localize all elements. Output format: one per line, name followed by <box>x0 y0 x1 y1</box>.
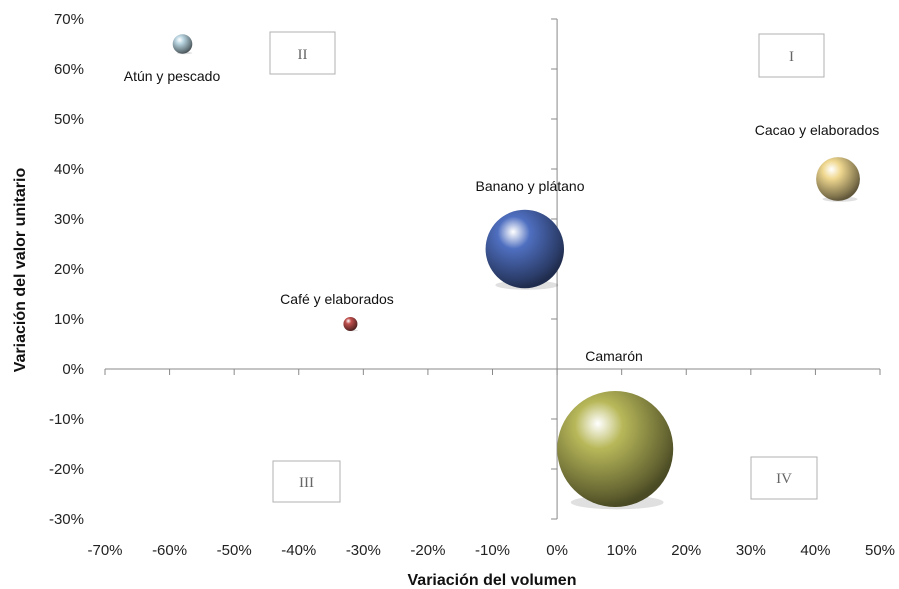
y-tick-label: 0% <box>62 361 84 378</box>
x-tick-label: 40% <box>800 542 830 559</box>
bubble-label: Café y elaborados <box>280 291 394 307</box>
y-tick-label: 70% <box>54 11 84 28</box>
bubble-label: Atún y pescado <box>124 68 221 84</box>
bubble-label: Banano y plátano <box>476 178 585 194</box>
y-tick-label: 20% <box>54 261 84 278</box>
quadrant-label-4: IV <box>776 471 792 487</box>
quadrant-label-3: III <box>299 475 314 491</box>
x-tick-labels: -70% -60% -50% -40% -30% -20% -10% 0% 10% 20% 30% 4… <box>87 542 895 559</box>
y-tick-label: -20% <box>49 461 84 478</box>
bubbles <box>172 34 860 510</box>
bubble <box>172 34 193 54</box>
x-tick-label: -50% <box>217 542 252 559</box>
bubble <box>485 209 565 289</box>
quadrant-labels: I II III IV <box>269 31 825 503</box>
x-tick-label: -40% <box>281 542 316 559</box>
y-tick-labels: 70% 60% 50% 40% 30% 20% 10% 0% -10% -20% -30% <box>49 11 84 528</box>
x-tick-label: -70% <box>87 542 122 559</box>
x-tick-label: -30% <box>346 542 381 559</box>
bubble <box>343 317 358 331</box>
bubble-labels: Atún y pescado Café y elaborados Banano y … <box>124 68 880 364</box>
bubble-label: Camarón <box>585 348 643 364</box>
y-tick-label: -30% <box>49 511 84 528</box>
y-tick-label: 10% <box>54 311 84 328</box>
x-axis-title: Variación del volumen <box>408 572 577 589</box>
quadrant-label-1: I <box>789 49 794 65</box>
quadrant-box-2 <box>269 31 336 75</box>
x-tick-label: 0% <box>546 542 568 559</box>
x-tick-label: -20% <box>410 542 445 559</box>
x-tick-label: 20% <box>671 542 701 559</box>
y-tick-label: 50% <box>54 111 84 128</box>
bubble <box>816 157 860 201</box>
bubble-label: Cacao y elaborados <box>755 122 880 138</box>
y-tick-label: 60% <box>54 61 84 78</box>
y-tick-label: 30% <box>54 211 84 228</box>
x-tick-label: 50% <box>865 542 895 559</box>
quadrant-label-2: II <box>298 47 308 63</box>
quadrant-box-1 <box>758 33 825 78</box>
y-tick-label: 40% <box>54 161 84 178</box>
quadrant-box-4 <box>750 456 818 500</box>
x-tick-label: 30% <box>736 542 766 559</box>
x-tick-label: -60% <box>152 542 187 559</box>
quadrant-box-3 <box>272 460 341 503</box>
y-axis-title: Variación del valor unitario <box>12 168 29 373</box>
x-tick-label: 10% <box>607 542 637 559</box>
x-tick-label: -10% <box>475 542 510 559</box>
y-tick-label: -10% <box>49 411 84 428</box>
bubble <box>557 391 674 507</box>
